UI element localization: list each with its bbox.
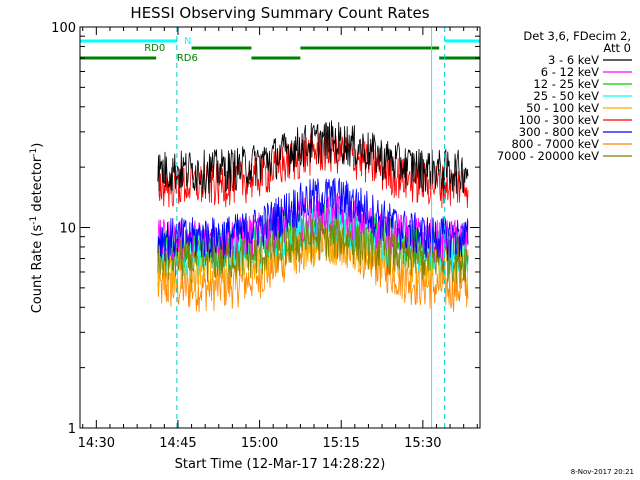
- legend-label-100-300-kev: 100 - 300 keV: [519, 113, 599, 127]
- legend-header-line1: Det 3,6, FDecim 2,: [523, 29, 631, 43]
- y-label-sup1: -1: [29, 216, 39, 225]
- legend-label-7000-20000-kev: 7000 - 20000 keV: [497, 149, 599, 163]
- state-bars-layer: [80, 39, 480, 60]
- state-label-rd0: RD0: [144, 43, 165, 54]
- y-label-sup2: -1: [29, 148, 39, 157]
- x-tick-label-15-15: 15:15: [322, 436, 359, 451]
- state-label-n: N: [184, 36, 191, 47]
- tick-labels-layer: 14:30 14:45 15:00 15:15 15:30 1 10 100: [51, 21, 441, 451]
- legend-label-6-12-kev: 6 - 12 keV: [541, 65, 599, 79]
- x-axis-label: Start Time (12-Mar-17 14:28:22): [175, 457, 386, 472]
- legend-label-12-25-kev: 12 - 25 keV: [533, 77, 599, 91]
- legend-label-800-7000-kev: 800 - 7000 keV: [511, 137, 599, 151]
- legend-label-3-6-kev: 3 - 6 keV: [548, 53, 599, 67]
- series-line-7000-20000-kev: [157, 217, 469, 284]
- x-tick-label-15-30: 15:30: [404, 436, 441, 451]
- y-tick-label-1: 1: [68, 422, 76, 437]
- series-line-6-12-kev: [157, 194, 469, 264]
- plot-data-layer: [157, 120, 469, 313]
- series-line-3-6-kev: [157, 120, 469, 194]
- legend-label-50-100-kev: 50 - 100 keV: [526, 101, 599, 115]
- chart-title: HESSI Observing Summary Count Rates: [130, 4, 429, 22]
- y-label-end: ): [30, 143, 45, 148]
- y-label-main: Count Rate (s: [30, 225, 45, 314]
- legend-label-300-800-kev: 300 - 800 keV: [519, 125, 599, 139]
- y-tick-label-100: 100: [51, 21, 76, 36]
- x-tick-label-14-30: 14:30: [78, 436, 115, 451]
- legend-header-line2: Att 0: [603, 41, 631, 55]
- state-labels-layer: N RD0 RD6: [144, 36, 198, 64]
- x-tick-label-15-00: 15:00: [241, 436, 278, 451]
- date-stamp: 8-Nov-2017 20:21: [571, 468, 634, 476]
- x-tick-label-14-45: 14:45: [159, 436, 196, 451]
- y-label-mid: detector: [30, 156, 45, 216]
- legend-label-25-50-kev: 25 - 50 keV: [533, 89, 599, 103]
- y-axis-label: Count Rate (s-1 detector-1): [29, 143, 45, 314]
- axis-ticks-layer: [80, 26, 480, 429]
- series-line-300-800-kev: [157, 177, 469, 262]
- y-tick-label-10: 10: [59, 222, 76, 237]
- state-label-rd6: RD6: [177, 53, 198, 64]
